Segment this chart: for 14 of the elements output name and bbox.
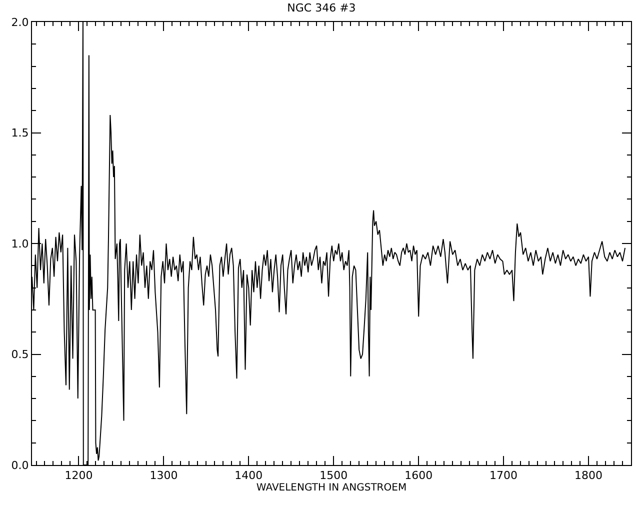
y-tick-label: 2.0 bbox=[11, 16, 29, 29]
x-tick-label: 1500 bbox=[320, 469, 348, 482]
x-axis-title: WAVELENGTH IN ANGSTROEM bbox=[256, 482, 407, 494]
x-tick-label: 1400 bbox=[234, 469, 263, 482]
x-tick-label: 1600 bbox=[404, 469, 433, 482]
y-tick-label: 1.5 bbox=[11, 126, 29, 140]
y-tick-label: 1.0 bbox=[11, 237, 29, 250]
x-tick-label: 1200 bbox=[64, 469, 93, 482]
y-tick-label: 0.0 bbox=[11, 458, 29, 472]
x-tick-label: 1300 bbox=[150, 469, 178, 482]
x-tick-label: 1700 bbox=[490, 469, 518, 482]
x-tick-label: 1800 bbox=[574, 469, 603, 482]
y-tick-label: 0.5 bbox=[11, 348, 29, 362]
chart-title: NGC 346 #3 bbox=[287, 1, 356, 14]
